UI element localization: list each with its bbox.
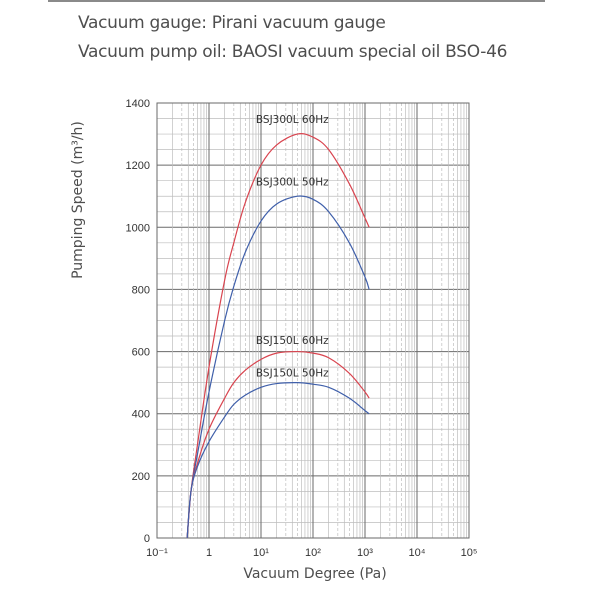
curve-label: BSJ150L 60Hz — [256, 335, 329, 347]
series-curve — [186, 133, 370, 539]
chart-grid — [156, 102, 470, 539]
plot-frame — [156, 102, 470, 539]
series-curve — [186, 195, 370, 539]
curve-label: BSJ300L 60Hz — [256, 114, 329, 126]
curve-labels: BSJ300L 60Hz BSJ300L 50Hz BSJ150L 60Hz BSJ1… — [256, 114, 329, 379]
x-tick-label: 10¹ — [253, 547, 269, 559]
y-axis-label: Pumping Speed (m³/h) — [70, 121, 86, 279]
x-tick-label: 1 — [206, 547, 212, 559]
x-tick-label: 10⁴ — [409, 547, 426, 559]
chart-curves — [186, 133, 370, 539]
x-axis-label: Vacuum Degree (Pa) — [243, 566, 387, 582]
y-tick-label: 1000 — [126, 222, 150, 234]
vacuum-oil-note: Vacuum pump oil: BAOSI vacuum special oi… — [78, 42, 508, 62]
curve-label: BSJ150L 50Hz — [256, 367, 329, 379]
y-tick-label: 1200 — [126, 160, 150, 172]
x-tick-label: 10³ — [357, 547, 373, 559]
y-tick-label: 1400 — [126, 98, 150, 110]
axis-ticks: 0 200 400 600 800 1000 1200 1400 10⁻¹ 1 10¹ 10² 10³ 1… — [126, 98, 478, 559]
series-curve — [186, 350, 370, 539]
y-tick-label: 600 — [132, 347, 150, 359]
y-tick-label: 200 — [132, 471, 150, 483]
y-tick-label: 800 — [132, 284, 150, 296]
y-tick-label: 400 — [132, 409, 150, 421]
x-tick-label: 10⁻¹ — [146, 547, 168, 559]
vacuum-gauge-note: Vacuum gauge: Pirani vacuum gauge — [78, 13, 386, 33]
y-tick-label: 0 — [144, 533, 150, 545]
x-tick-label: 10² — [305, 547, 321, 559]
curve-label: BSJ300L 50Hz — [256, 176, 329, 188]
top-divider — [48, 0, 545, 2]
x-tick-label: 10⁵ — [461, 547, 478, 559]
series-curve — [186, 382, 370, 539]
